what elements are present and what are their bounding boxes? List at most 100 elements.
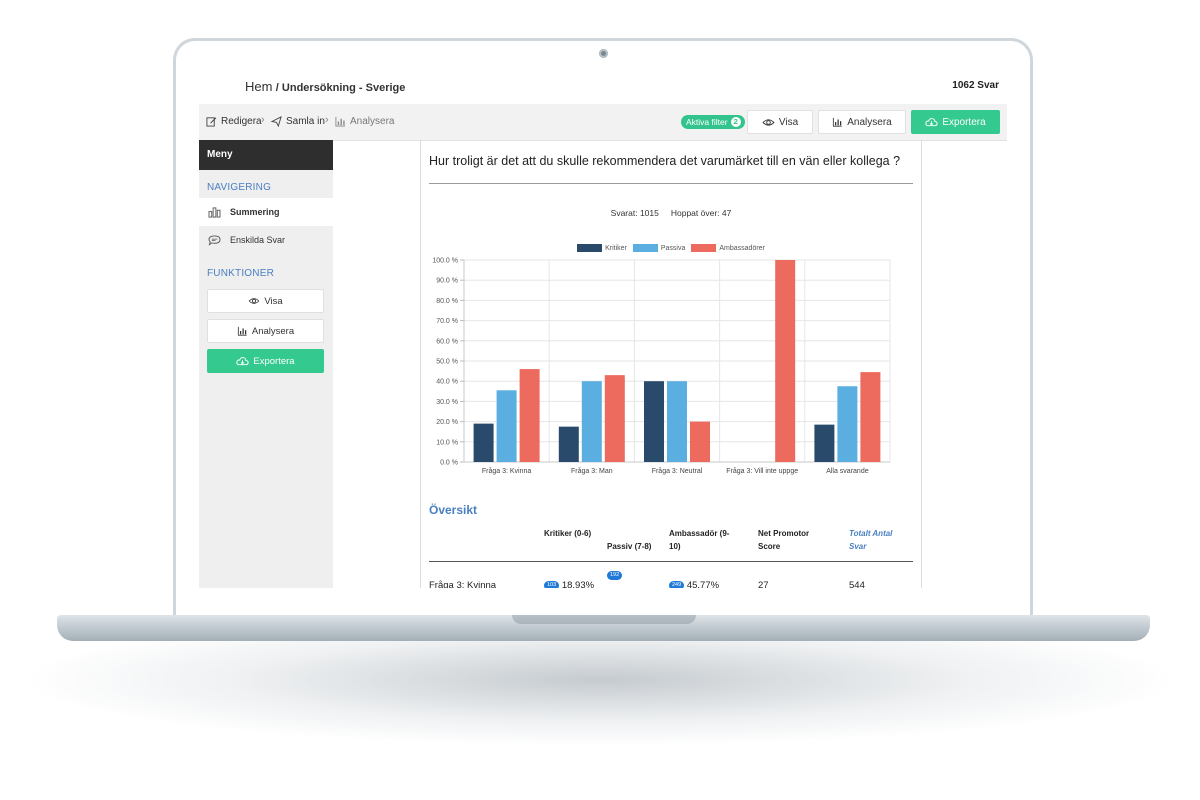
bar-ambassador — [860, 372, 881, 462]
bar-passive — [581, 381, 602, 462]
send-icon — [271, 116, 282, 127]
analyze-button[interactable]: Analysera — [818, 110, 906, 134]
bar-chart-icon — [335, 116, 346, 127]
sidebar-view-button[interactable]: Visa — [207, 289, 324, 313]
question-title: Hur troligt är det att du skulle rekomme… — [429, 154, 901, 168]
view-button-label: Visa — [778, 116, 799, 128]
chevron-right-icon: › — [261, 114, 265, 126]
y-tick-label: 20.0 % — [436, 419, 458, 426]
sidebar-item-individual-responses[interactable]: Enskilda Svar — [199, 226, 333, 254]
x-tick-label: Fråga 3: Kvinna — [482, 467, 532, 475]
y-tick-label: 50.0 % — [436, 359, 458, 366]
functions-section-title: FUNKTIONER — [207, 268, 274, 279]
answered-count: Svarat: 1015 — [610, 208, 659, 218]
bar-critic — [558, 426, 579, 462]
y-tick-label: 10.0 % — [436, 439, 458, 446]
webcam — [599, 49, 608, 58]
legend-swatch-passive — [632, 244, 658, 252]
header-nps: Net Promotor Score — [758, 529, 810, 551]
legend-swatch-ambassador — [691, 244, 717, 252]
header-critic: Kritiker (0-6) — [544, 529, 592, 538]
export-button-label: Exportera — [942, 116, 986, 128]
x-tick-label: Alla svarande — [826, 468, 869, 475]
header-total-responses[interactable]: Totalt Antal Svar — [849, 529, 893, 551]
skipped-count: Hoppat över: 47 — [670, 208, 732, 218]
critic-count-badge: 103 — [544, 580, 560, 588]
sidebar-view-button-label: Visa — [264, 295, 283, 307]
y-tick-label: 0.0 % — [440, 460, 458, 467]
cloud-download-icon — [236, 357, 250, 366]
y-tick-label: 60.0 % — [436, 338, 458, 345]
ambassador-pct: 45,77% — [686, 580, 720, 588]
header-passive: Passiv (7-8) — [607, 542, 652, 551]
active-filter-count: 2 — [730, 117, 741, 127]
x-tick-label: Fråga 3: Man — [571, 467, 613, 475]
y-tick-label: 40.0 % — [436, 379, 458, 386]
export-button[interactable]: Exportera — [911, 110, 1000, 134]
legend-label-critic: Kritiker — [605, 244, 627, 252]
critic-pct: 18,93% — [561, 580, 595, 588]
x-tick-label: Fråga 3: Vill inte uppge — [726, 467, 798, 475]
bar-passive — [837, 386, 858, 462]
sidebar-item-summary[interactable]: Summering — [199, 198, 333, 226]
bar-chart-icon — [237, 326, 247, 336]
active-filter-badge[interactable]: Aktiva filter 2 — [681, 115, 745, 129]
main-content: Hur troligt är det att du skulle rekomme… — [420, 140, 922, 588]
cell-passive: 192 — [607, 570, 623, 581]
active-filter-label: Aktiva filter — [686, 117, 728, 127]
top-bar: Hem / Undersökning - Sverige 1062 Svar — [199, 66, 1007, 104]
bar-chart-icon — [833, 117, 842, 127]
bar-ambassador — [519, 369, 540, 462]
step-collect-label: Samla in — [286, 116, 325, 127]
cell-ambassador: 249 45,77% — [669, 580, 719, 588]
y-tick-label: 80.0 % — [436, 298, 458, 305]
nav-section-title: NAVIGERING — [207, 182, 272, 193]
breadcrumb: Hem / Undersökning - Sverige — [245, 79, 405, 94]
cell-total: 544 — [849, 580, 865, 588]
menu-title: Meny — [199, 140, 333, 170]
sidebar-item-individual-responses-label: Enskilda Svar — [230, 235, 286, 245]
y-tick-label: 90.0 % — [436, 278, 458, 285]
eye-icon — [248, 298, 260, 304]
breadcrumb-survey: / Undersökning - Sverige — [275, 82, 406, 94]
divider — [429, 183, 913, 184]
view-button[interactable]: Visa — [747, 110, 813, 134]
bar-passive — [496, 390, 517, 462]
legend-item-ambassador[interactable]: Ambassadörer — [691, 244, 765, 252]
ambassador-count-badge: 249 — [669, 580, 685, 588]
response-stats: Svarat: 1015 Hoppat över: 47 — [421, 208, 921, 218]
chevron-right-icon: › — [325, 114, 329, 126]
overview-title: Översikt — [429, 503, 478, 517]
bar-chart-icon — [208, 206, 221, 218]
legend-item-passive[interactable]: Passiva — [632, 244, 685, 252]
bar-ambassador — [690, 421, 710, 462]
bar-critic — [814, 424, 835, 462]
header-ambassador: Ambassadör (9-10) — [669, 529, 730, 551]
bar-passive — [667, 381, 687, 462]
chat-bubble-icon — [208, 234, 221, 246]
breadcrumb-home[interactable]: Hem — [245, 79, 273, 94]
nps-bar-chart: 0.0 % 10.0 % 20.0 % 30.0 % 40.0 % 50.0 % 60.0 … — [432, 258, 891, 475]
step-edit[interactable]: Redigera — [206, 116, 262, 127]
sidebar-export-button[interactable]: Exportera — [207, 349, 324, 373]
step-edit-label: Redigera — [221, 116, 262, 127]
analyze-button-label: Analysera — [847, 116, 892, 128]
step-analyze[interactable]: Analysera — [335, 116, 394, 127]
bar-ambassador — [775, 260, 796, 462]
legend-item-critic[interactable]: Kritiker — [577, 244, 627, 252]
step-collect[interactable]: Samla in — [271, 116, 325, 127]
cloud-download-icon — [925, 118, 938, 127]
x-tick-label: Fråga 3: Neutral — [652, 467, 703, 475]
table-divider — [429, 561, 913, 562]
app-screen: Hem / Undersökning - Sverige 1062 Svar R… — [199, 66, 1007, 588]
sidebar-analyze-button[interactable]: Analysera — [207, 319, 324, 343]
sidebar-analyze-button-label: Analysera — [251, 325, 295, 337]
sidebar: Meny NAVIGERING Summering Enskilda Svar … — [199, 140, 333, 588]
row-label: Fråga 3: Kvinna — [429, 580, 497, 588]
y-tick-label: 70.0 % — [436, 318, 458, 325]
bar-ambassador — [604, 375, 625, 462]
legend-label-ambassador: Ambassadörer — [719, 244, 765, 252]
y-tick-label: 100.0 % — [432, 258, 458, 265]
edit-icon — [206, 117, 217, 127]
cell-nps: 27 — [758, 580, 769, 588]
